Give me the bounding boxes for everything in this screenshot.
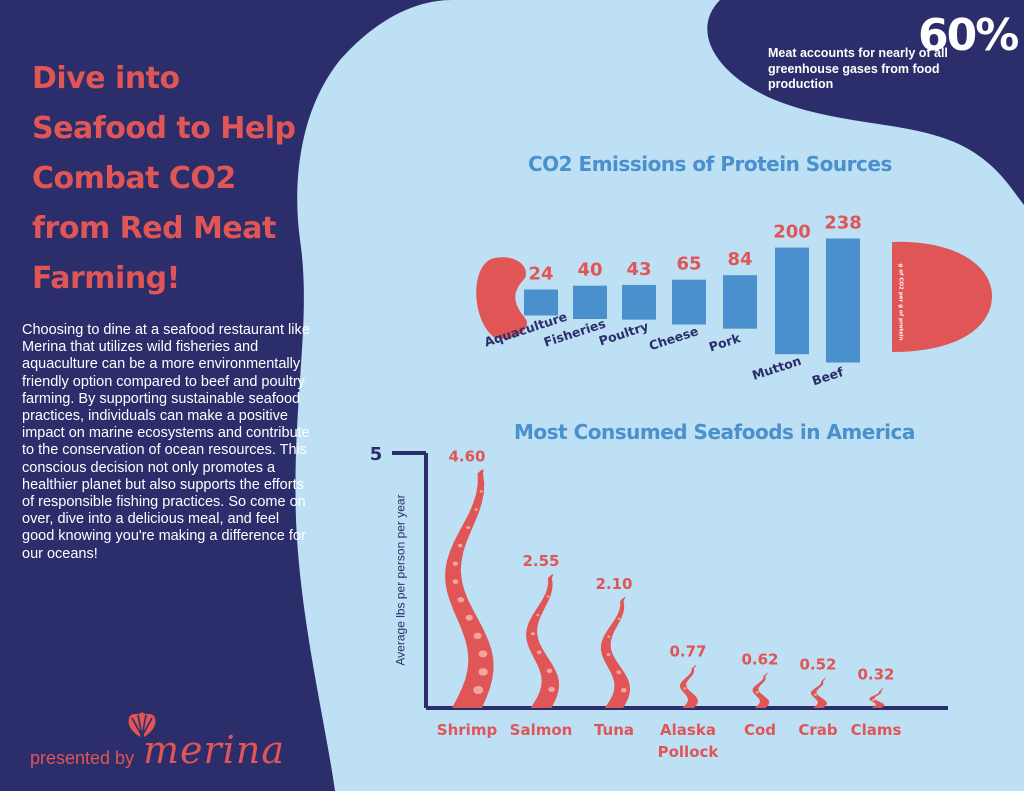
tentacle-sucker [473,685,484,695]
seafood-value-label: 0.62 [741,650,778,668]
seafood-category-label: Shrimp [437,721,498,739]
tentacle-sucker [473,632,482,640]
co2-bar [826,238,860,363]
co2-chart-title: CO2 Emissions of Protein Sources [528,152,892,176]
tentacle-sucker [478,650,488,658]
co2-value-label: 84 [727,249,752,270]
seafood-category-label: Alaska [660,721,716,739]
headline: Dive into Seafood to Help Combat CO2 fro… [32,54,302,304]
tentacle-sucker [617,617,621,620]
tentacle-bar [445,469,494,708]
tentacle-sucker [606,652,611,657]
brand-logo-text: merina [143,728,285,772]
tentacle-sucker [530,632,535,636]
tentacle-bar [526,574,560,708]
co2-bar [672,279,706,325]
tentacle-bar [600,596,631,708]
tentacle-sucker [872,698,876,702]
tentacle-sucker [548,686,555,693]
seafood-category-label: Pollock [658,743,720,761]
seafood-category-label: Salmon [510,721,573,739]
seafood-ylabel: Average lbs per person per year [394,494,408,666]
headline-line: Seafood to Help [32,111,296,146]
headline-line: Farming! [32,261,180,296]
seafood-value-label: 0.77 [669,643,706,661]
tentacle-sucker [465,614,473,621]
presented-by-label: presented by [30,748,135,768]
co2-value-label: 43 [626,259,651,280]
tentacle-sucker [466,525,471,530]
headline-line: Dive into [32,61,180,96]
headline-line: Combat CO2 [32,161,236,196]
stat-text: Meat accounts for nearly of all greenhou… [768,46,948,91]
tentacle-sucker [452,579,459,585]
stat-number: 60% [918,10,1019,61]
co2-bar [573,285,607,319]
tentacle-sucker [620,687,627,693]
tentacle-sucker [479,490,483,493]
tentacle-sucker [755,690,759,694]
tentacle-sucker [457,543,463,548]
seafood-category-label: Crab [798,721,838,739]
co2-value-label: 24 [528,263,553,284]
co2-bar [775,247,809,355]
co2-value-label: 65 [676,254,701,275]
tentacle-bar [869,687,885,708]
tentacle-sucker [536,613,540,617]
seafood-category-label: Cod [744,721,776,739]
peacock-shell-logo-icon [128,712,156,738]
co2-value-label: 40 [577,260,602,281]
seafood-category-label: Tuna [594,721,634,739]
tentacle-bar [680,664,698,708]
tentacle-bar [752,672,770,708]
seafood-value-label: 0.52 [799,655,836,673]
light-blue-wave-shape [295,0,1024,791]
seafood-value-label: 4.60 [448,447,485,465]
tentacle-sucker [546,595,550,598]
tentacle-sucker [546,668,553,674]
co2-bar [723,275,757,329]
seafood-chart-title: Most Consumed Seafoods in America [514,420,915,444]
seafood-ylabel-wrap: Average lbs per person per year [392,470,410,690]
fish-head-shape [892,241,992,352]
seafood-category-label: Clams [851,721,902,739]
tentacle-sucker [813,693,817,696]
tentacle-sucker [457,597,465,603]
seafood-value-label: 0.32 [857,666,894,684]
tentacle-bar [810,677,827,708]
tentacle-sucker [683,687,687,690]
y-axis-tick-label: 5 [370,444,383,465]
tentacle-sucker [452,561,458,566]
co2-value-label: 238 [824,213,862,234]
tentacle-sucker [536,650,542,655]
seafood-value-label: 2.55 [522,552,559,570]
tentacle-sucker [607,635,611,638]
co2-bar [524,289,558,316]
headline-line: from Red Meat [32,211,276,246]
co2-value-label: 200 [773,222,811,243]
tentacle-sucker [474,508,478,511]
tentacle-sucker [616,670,622,675]
body-paragraph: Choosing to dine at a seafood restaurant… [22,322,310,562]
fish-tail-shape [476,257,527,339]
tentacle-sucker [478,668,488,676]
seafood-value-label: 2.10 [595,575,632,593]
co2-bar [622,284,656,320]
